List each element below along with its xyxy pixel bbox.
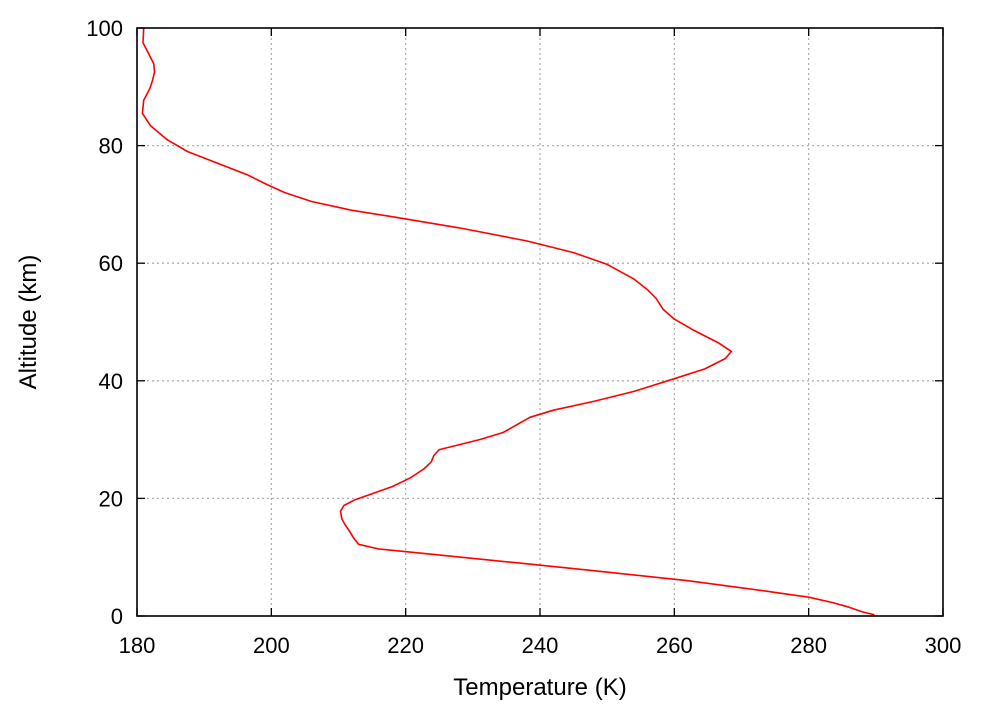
y-tick-label: 0 [111,604,123,629]
y-tick-labels: 0 20 40 60 80 100 [86,16,123,629]
y-tick-label: 100 [86,16,123,41]
x-tick-label: 220 [387,633,424,658]
x-tick-label: 300 [925,633,962,658]
x-axis-label: Temperature (K) [453,674,626,701]
temperature-profile-line [141,27,875,616]
y-tick-label: 60 [99,251,123,276]
y-tick-label: 20 [99,486,123,511]
y-tick-label: 40 [99,369,123,394]
x-tick-label: 280 [790,633,827,658]
ticks [136,27,944,617]
grid [137,28,943,616]
y-tick-label: 80 [99,134,123,159]
plot-frame [136,27,944,617]
x-tick-label: 260 [656,633,693,658]
x-tick-label: 240 [522,633,559,658]
series-layer [141,27,875,616]
x-tick-label: 180 [119,633,156,658]
x-tick-label: 200 [253,633,290,658]
y-axis-label: Altitude (km) [15,255,42,390]
x-tick-labels: 180 200 220 240 260 280 300 [119,633,962,658]
